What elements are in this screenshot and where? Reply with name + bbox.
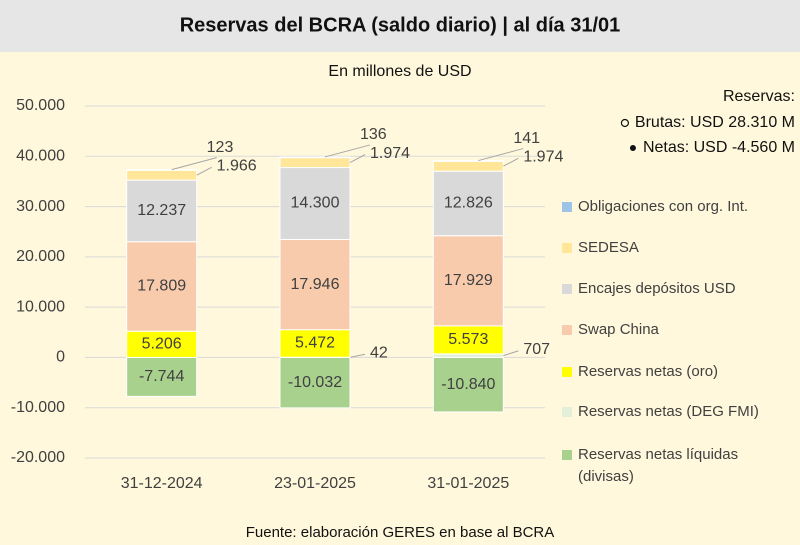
bar-segment <box>126 330 198 358</box>
bar-segment <box>432 356 504 413</box>
data-label: 1.974 <box>370 145 410 162</box>
annotation-gross: Brutas: USD 28.310 M <box>635 114 795 131</box>
legend-item: Reservas netas (oro) <box>560 361 792 383</box>
legend-item: SEDESA <box>560 237 792 259</box>
y-tick-label: 0 <box>56 349 65 366</box>
legend-label: Encajes depósitos USD <box>578 280 736 297</box>
leader-line <box>478 148 524 162</box>
data-label: 14.300 <box>291 195 340 212</box>
data-label: 5.573 <box>448 331 488 348</box>
y-tick-label: 30.000 <box>16 198 65 215</box>
data-label: 12.826 <box>444 195 493 212</box>
legend: Obligaciones con org. Int. SEDESA Encajes … <box>560 0 792 545</box>
bar-segment <box>279 356 351 409</box>
leader-line <box>171 157 217 171</box>
title-bar <box>0 0 800 52</box>
bullet-open <box>620 118 630 128</box>
legend-label: Obligaciones con org. Int. <box>578 198 749 215</box>
leader-line <box>196 166 212 176</box>
legend-label: Swap China <box>578 321 659 338</box>
legend-swatch <box>562 284 572 294</box>
legend-swatch <box>562 325 572 335</box>
leader-line <box>503 350 519 357</box>
x-tick-label: 31-01-2025 <box>427 475 509 492</box>
bar-segment <box>432 235 504 327</box>
legend-label: Reservas netas (DEG FMI) <box>578 403 759 420</box>
data-label: -10.032 <box>288 374 342 391</box>
y-tick-label: 40.000 <box>16 148 65 165</box>
bar-segment <box>126 356 198 397</box>
data-label: 17.929 <box>444 272 493 289</box>
legend-swatch <box>562 202 572 212</box>
y-tick-label: -20.000 <box>11 449 65 466</box>
data-label: -10.840 <box>441 376 495 393</box>
data-label: 42 <box>370 344 388 361</box>
y-tick-label: 50.000 <box>16 97 65 114</box>
chart-title: Reservas del BCRA (saldo diario) | al dí… <box>180 14 621 36</box>
legend-label: Reservas netas (oro) <box>578 363 719 380</box>
x-tick-label: 31-12-2024 <box>121 475 203 492</box>
bar-segment <box>432 353 504 358</box>
annotation-net: Netas: USD -4.560 M <box>643 139 795 156</box>
bar-segment <box>432 160 504 162</box>
leader-line <box>349 154 366 164</box>
bar-segment <box>279 157 351 169</box>
y-tick-label: 10.000 <box>16 298 65 315</box>
chart-subtitle: En millones de USD <box>328 63 471 80</box>
legend-item: Reservas netas (DEG FMI) <box>560 401 792 423</box>
bar-segment <box>126 169 198 181</box>
legend-item: Swap China <box>560 319 792 341</box>
leader-line <box>349 353 366 358</box>
y-tick-label: 20.000 <box>16 248 65 265</box>
bar-segment <box>432 170 504 237</box>
y-tick-label: -10.000 <box>11 399 65 416</box>
data-label: 17.946 <box>291 276 340 293</box>
legend-label: Reservas netas líquidas (divisas) <box>578 446 739 485</box>
bullet-filled <box>629 145 636 151</box>
data-label: 1.966 <box>217 157 257 174</box>
bar-segment <box>279 329 351 358</box>
bar-segment <box>126 241 198 332</box>
data-label: 141 <box>513 130 540 147</box>
leader-line <box>503 157 519 167</box>
legend-item: Obligaciones con org. Int. <box>560 196 792 218</box>
bar-segment <box>126 169 198 171</box>
data-label: 17.809 <box>137 278 186 295</box>
legend-swatch <box>562 407 572 417</box>
bar-segment <box>279 167 351 240</box>
legend-swatch <box>562 367 572 377</box>
legend-label: SEDESA <box>578 239 639 256</box>
data-label: 12.237 <box>137 202 186 219</box>
data-label: 5.206 <box>142 336 182 353</box>
bar-segment <box>279 238 351 331</box>
x-tick-label: 23-01-2025 <box>274 475 356 492</box>
bar-segment <box>126 179 198 243</box>
legend-item: Encajes depósitos USD <box>560 278 792 300</box>
bar-segment <box>432 160 504 172</box>
annotation-heading: Reservas: <box>723 88 795 105</box>
data-label: 707 <box>523 341 550 358</box>
legend-swatch <box>562 450 572 460</box>
legend-swatch <box>562 243 572 253</box>
leader-line <box>324 144 371 158</box>
data-label: 1.974 <box>523 148 563 165</box>
bar-segment <box>279 156 351 159</box>
source-note: Fuente: elaboración GERES en base al BCR… <box>246 524 555 541</box>
data-label: 123 <box>207 139 234 156</box>
bar-segment <box>432 325 504 355</box>
legend-item: Reservas netas líquidas (divisas) <box>560 444 792 488</box>
data-label: -7.744 <box>139 368 184 385</box>
data-label: 5.472 <box>295 335 335 352</box>
data-label: 136 <box>360 126 387 143</box>
